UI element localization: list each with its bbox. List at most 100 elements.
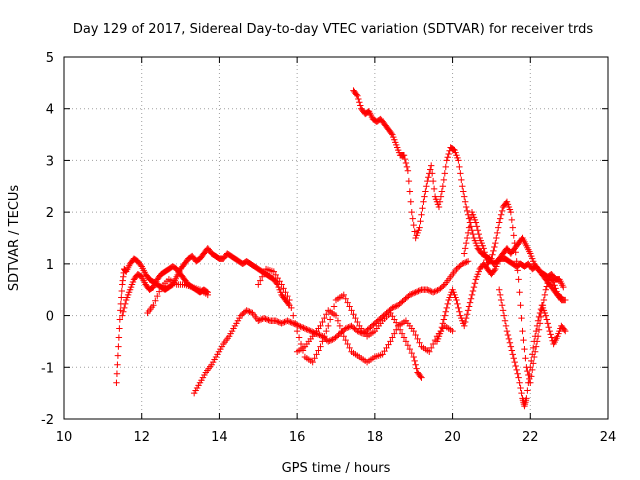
data-point — [468, 291, 476, 299]
data-point — [509, 351, 516, 358]
data-point — [521, 345, 528, 353]
data-point — [543, 316, 550, 323]
data-point — [496, 291, 504, 299]
data-point — [276, 278, 283, 285]
data-point — [260, 269, 268, 277]
data-point — [464, 229, 472, 237]
data-point — [404, 167, 412, 174]
y-tick-label: -2 — [41, 413, 54, 428]
data-point — [463, 207, 471, 215]
data-point — [321, 333, 328, 340]
data-point — [444, 153, 451, 161]
data-point — [343, 324, 351, 332]
y-tick-label: 1 — [46, 258, 54, 273]
data-point — [354, 92, 361, 99]
data-point — [475, 230, 482, 238]
data-point — [494, 229, 501, 237]
data-point — [440, 282, 447, 290]
data-point — [278, 320, 285, 327]
data-point — [450, 146, 457, 153]
data-point — [546, 327, 553, 335]
data-point — [508, 347, 516, 354]
data-point — [414, 335, 421, 343]
data-point — [444, 300, 451, 308]
data-point — [545, 324, 552, 331]
data-point — [504, 331, 512, 339]
data-point — [340, 291, 347, 299]
data-point — [326, 337, 333, 344]
data-point — [379, 351, 386, 358]
data-point — [408, 208, 415, 216]
data-point — [356, 99, 363, 106]
data-point — [530, 344, 537, 352]
data-point — [388, 130, 395, 137]
data-point — [455, 157, 462, 164]
x-tick-label: 10 — [56, 430, 73, 445]
data-point — [474, 227, 482, 234]
data-point — [423, 183, 430, 190]
data-point — [466, 219, 474, 226]
data-point — [463, 258, 470, 266]
data-point — [413, 288, 421, 295]
data-point — [463, 234, 471, 242]
data-point — [402, 338, 410, 345]
data-point — [455, 304, 462, 312]
data-point — [255, 317, 262, 324]
data-point — [332, 312, 340, 319]
data-point — [441, 312, 448, 319]
series-track-c — [144, 276, 211, 317]
data-point — [439, 320, 447, 327]
data-point — [120, 308, 127, 315]
data-point — [431, 288, 438, 295]
data-point — [408, 291, 415, 298]
data-point — [417, 373, 424, 380]
data-point — [306, 327, 313, 334]
data-point — [432, 287, 440, 295]
data-point — [517, 302, 524, 309]
data-point — [398, 330, 406, 337]
data-point — [480, 245, 487, 252]
data-point — [541, 291, 549, 299]
data-point — [496, 219, 503, 226]
data-point — [303, 325, 310, 333]
data-point — [489, 251, 496, 259]
data-point — [411, 228, 418, 235]
data-point — [409, 290, 416, 297]
data-point — [118, 294, 125, 301]
data-point — [488, 255, 495, 262]
data-point — [285, 318, 293, 325]
data-point — [315, 347, 322, 354]
data-point — [496, 286, 503, 293]
data-point — [319, 338, 326, 345]
data-point — [437, 327, 445, 335]
data-point — [425, 174, 432, 181]
data-point — [562, 327, 569, 335]
data-point — [461, 193, 468, 200]
data-point — [263, 316, 271, 323]
data-point — [442, 163, 449, 171]
data-point — [535, 313, 543, 321]
data-point — [344, 299, 351, 306]
data-point — [281, 318, 288, 326]
data-point — [402, 159, 410, 167]
data-point — [119, 312, 126, 319]
data-point — [246, 308, 253, 315]
data-point — [287, 318, 294, 326]
data-point — [301, 325, 309, 332]
data-point — [549, 277, 556, 284]
data-point — [393, 326, 400, 333]
data-point — [272, 317, 279, 324]
data-point — [390, 303, 397, 311]
data-point — [428, 162, 435, 169]
data-point — [115, 334, 123, 341]
data-point — [469, 287, 477, 295]
data-point — [562, 296, 569, 304]
x-tick-label: 12 — [133, 430, 150, 445]
data-point — [330, 303, 338, 310]
series-track-j — [433, 234, 569, 345]
data-point — [507, 208, 515, 216]
data-point — [515, 374, 522, 381]
data-point — [316, 331, 323, 339]
x-axis-label: GPS time / hours — [282, 461, 391, 476]
y-axis-label: SDTVAR / TECUs — [7, 185, 22, 292]
